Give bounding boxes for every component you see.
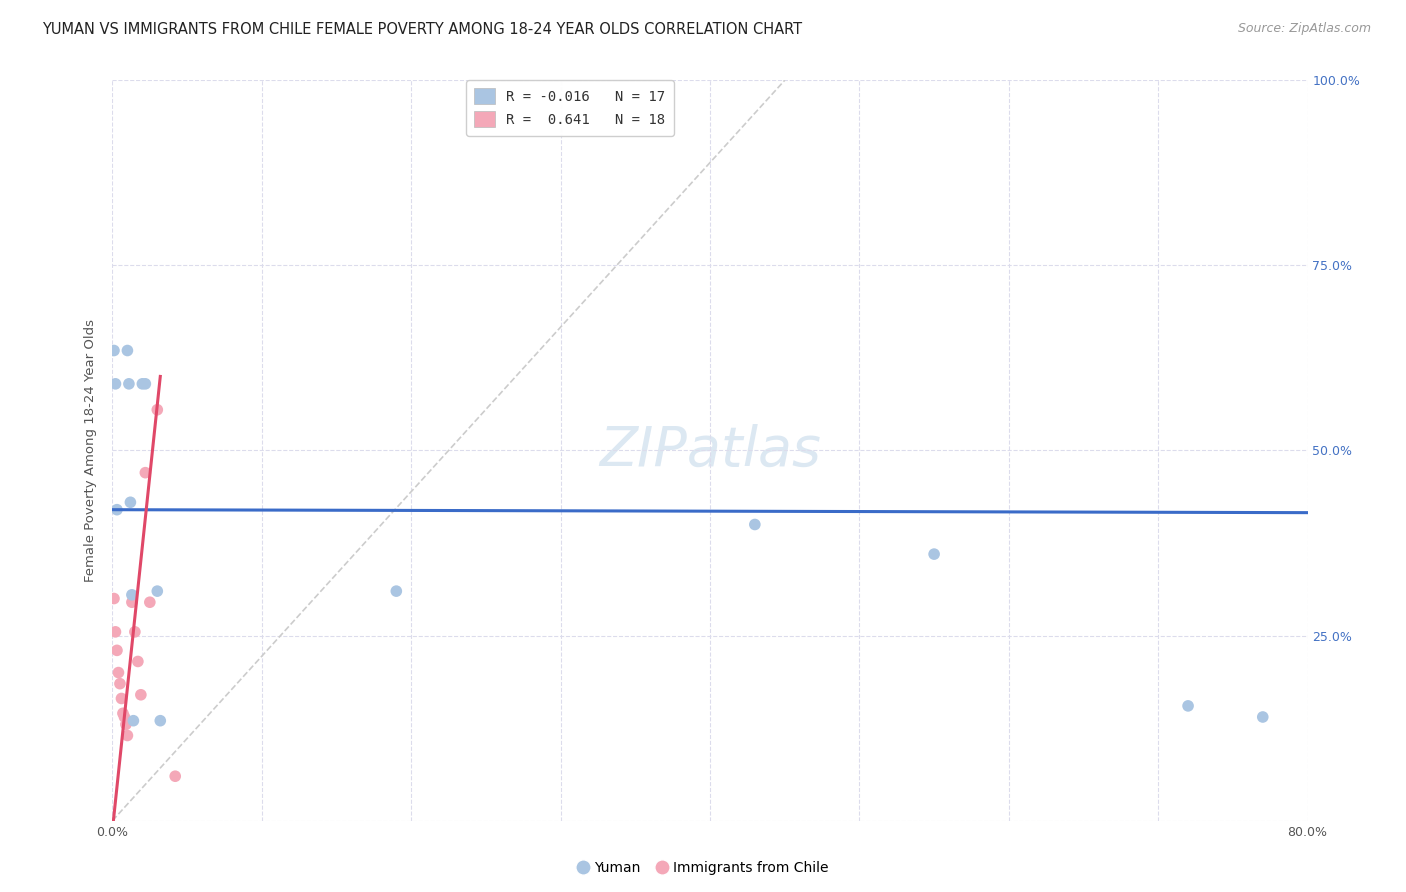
Point bbox=[122, 714, 145, 728]
Point bbox=[121, 588, 143, 602]
Text: Source: ZipAtlas.com: Source: ZipAtlas.com bbox=[1237, 22, 1371, 36]
Point bbox=[1251, 710, 1274, 724]
Point bbox=[114, 710, 135, 724]
Point bbox=[111, 706, 134, 721]
Point bbox=[146, 584, 169, 599]
Point bbox=[127, 655, 149, 669]
Point bbox=[120, 495, 142, 509]
Point bbox=[103, 591, 125, 606]
Point bbox=[139, 595, 162, 609]
Point bbox=[104, 376, 127, 391]
Point bbox=[134, 376, 156, 391]
Point bbox=[134, 466, 156, 480]
Legend: Yuman, Immigrants from Chile: Yuman, Immigrants from Chile bbox=[571, 855, 835, 880]
Point bbox=[124, 624, 146, 639]
Y-axis label: Female Poverty Among 18-24 Year Olds: Female Poverty Among 18-24 Year Olds bbox=[83, 319, 97, 582]
Point bbox=[107, 665, 129, 680]
Point bbox=[104, 624, 127, 639]
Legend: R = -0.016   N = 17, R =  0.641   N = 18: R = -0.016 N = 17, R = 0.641 N = 18 bbox=[465, 79, 673, 136]
Point bbox=[121, 595, 143, 609]
Point bbox=[744, 517, 766, 532]
Point bbox=[117, 343, 139, 358]
Point bbox=[922, 547, 945, 561]
Point bbox=[385, 584, 408, 599]
Point bbox=[105, 502, 128, 516]
Point bbox=[108, 676, 131, 690]
Text: YUMAN VS IMMIGRANTS FROM CHILE FEMALE POVERTY AMONG 18-24 YEAR OLDS CORRELATION : YUMAN VS IMMIGRANTS FROM CHILE FEMALE PO… bbox=[42, 22, 803, 37]
Point bbox=[117, 729, 139, 743]
Point bbox=[118, 376, 141, 391]
Point bbox=[115, 717, 138, 731]
Point bbox=[105, 643, 128, 657]
Text: ZIPatlas: ZIPatlas bbox=[599, 424, 821, 477]
Point bbox=[149, 714, 172, 728]
Point bbox=[131, 376, 153, 391]
Point bbox=[103, 343, 125, 358]
Point bbox=[129, 688, 152, 702]
Point bbox=[110, 691, 132, 706]
Point bbox=[146, 402, 169, 417]
Point bbox=[165, 769, 187, 783]
Point bbox=[1177, 698, 1199, 713]
